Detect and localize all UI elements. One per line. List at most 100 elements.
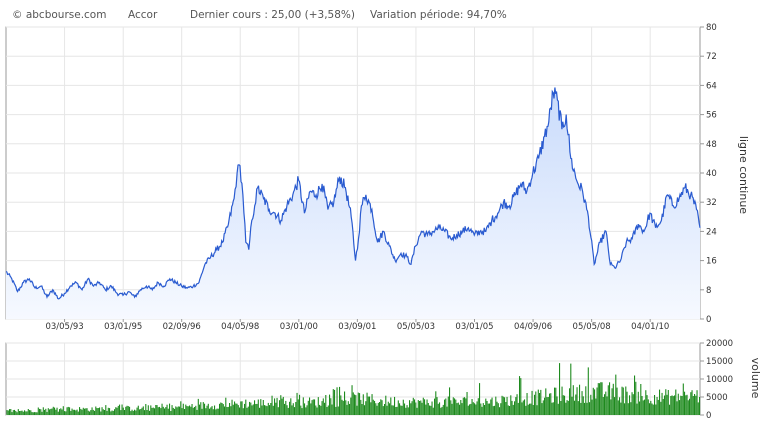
volume-bar — [454, 398, 456, 415]
volume-bar — [426, 399, 428, 415]
volume-bar — [686, 394, 688, 415]
x-tick-label: 03/09/01 — [338, 322, 376, 332]
volume-bar — [412, 397, 414, 415]
volume-bar — [491, 397, 493, 415]
volume-bar — [41, 411, 43, 415]
volume-bar — [681, 396, 683, 415]
volume-bars — [6, 363, 701, 415]
volume-bar — [45, 408, 47, 415]
volume-bar — [69, 407, 71, 415]
volume-bar — [116, 407, 118, 415]
volume-bar — [232, 404, 234, 415]
volume-bar — [410, 403, 412, 415]
volume-bar — [542, 400, 544, 415]
volume-bar — [127, 406, 129, 415]
volume-bar — [409, 400, 411, 415]
volume-bar — [10, 409, 12, 415]
volume-bar — [477, 398, 479, 415]
volume-bar — [465, 398, 467, 415]
volume-bar — [262, 400, 264, 415]
volume-bar — [269, 405, 271, 415]
volume-bar — [200, 402, 202, 415]
volume-bar — [631, 392, 633, 415]
volume-bar — [17, 409, 19, 415]
price-y-axis-label: ligne continue — [737, 136, 750, 214]
volume-bar — [637, 391, 639, 415]
volume-bar — [515, 397, 517, 415]
volume-bar — [230, 406, 232, 415]
volume-bar — [517, 402, 519, 415]
volume-bar — [457, 402, 459, 415]
volume-bar — [65, 411, 67, 415]
price-y-tick-label: 0 — [706, 315, 711, 325]
volume-bar — [615, 374, 617, 415]
volume-bar — [479, 383, 481, 415]
volume-bar — [169, 403, 171, 415]
volume-bar — [144, 410, 146, 415]
volume-bar — [51, 408, 53, 415]
volume-bar — [62, 406, 64, 415]
volume-bar — [125, 406, 127, 415]
volume-bar — [165, 407, 167, 415]
volume-bar — [394, 396, 396, 415]
price-y-tick-label: 48 — [706, 140, 717, 150]
volume-bar — [460, 400, 462, 415]
volume-bar — [387, 401, 389, 415]
volume-bar — [659, 389, 661, 415]
volume-bar — [544, 397, 546, 415]
volume-bar — [22, 411, 24, 415]
volume-bar — [27, 409, 29, 415]
volume-bar — [111, 410, 113, 415]
volume-bar — [396, 406, 398, 415]
volume-bar — [559, 363, 561, 415]
volume-bar — [499, 407, 501, 415]
volume-bar — [467, 405, 469, 415]
volume-bar — [131, 409, 133, 415]
volume-bar — [156, 405, 158, 415]
volume-bar — [19, 411, 21, 415]
x-tick-label: 03/01/00 — [280, 322, 318, 332]
x-tick-label: 04/01/10 — [631, 322, 669, 332]
volume-bar — [380, 399, 382, 415]
date-x-axis: 03/05/93 03/01/95 02/09/96 04/05/98 03/01/00… — [45, 319, 669, 332]
volume-bar — [505, 402, 507, 415]
volume-bar — [530, 403, 532, 415]
volume-bar — [442, 404, 444, 415]
volume-bar — [261, 405, 263, 415]
volume-bar — [480, 403, 482, 415]
volume-bar — [592, 387, 594, 415]
volume-bar — [449, 387, 451, 415]
volume-bar — [285, 400, 287, 415]
volume-bar — [475, 404, 477, 415]
volume-bar — [124, 410, 126, 415]
volume-bar — [589, 402, 591, 415]
volume-bar — [400, 405, 402, 415]
volume-bar — [420, 400, 422, 415]
volume-bar — [181, 408, 183, 415]
volume-bar — [185, 404, 187, 415]
volume-bar — [316, 407, 318, 415]
volume-bar — [541, 403, 543, 415]
volume-bar — [60, 408, 62, 415]
volume-bar — [151, 407, 153, 415]
volume-bar — [564, 395, 566, 415]
volume-bar — [357, 392, 359, 415]
volume-bar — [616, 387, 618, 415]
volume-bar — [632, 394, 634, 415]
volume-bar — [529, 403, 531, 415]
volume-bar — [11, 412, 13, 415]
volume-bar — [526, 393, 528, 415]
volume-bar — [451, 403, 453, 415]
volume-bar — [121, 404, 123, 415]
volume-bar — [645, 390, 647, 415]
volume-bar — [167, 408, 169, 415]
volume-bar — [149, 410, 151, 415]
volume-bar — [242, 408, 244, 415]
price-y-tick-label: 16 — [706, 257, 717, 267]
volume-bar — [595, 398, 597, 415]
volume-bar — [92, 409, 94, 415]
volume-bar — [179, 406, 181, 415]
volume-bar — [170, 411, 172, 415]
price-y-tick-label: 40 — [706, 169, 717, 179]
volume-bar — [321, 401, 323, 415]
